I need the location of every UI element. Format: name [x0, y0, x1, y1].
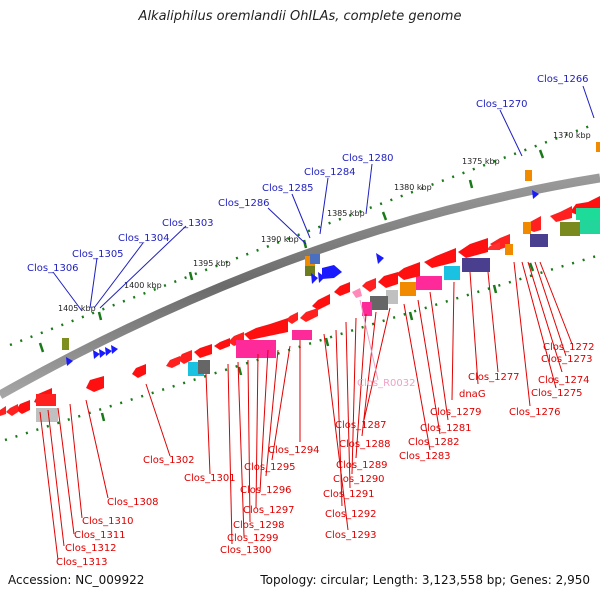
- gene-label-clos-1313: Clos_1313: [56, 557, 108, 568]
- gene-label-clos-1277: Clos_1277: [468, 372, 520, 383]
- scale-label: 1370 kbp: [553, 131, 591, 140]
- gene-label-clos-1289: Clos_1289: [336, 460, 388, 471]
- genome-backbone: [0, 173, 600, 399]
- gene-label-clos-1272: Clos_1272: [543, 342, 595, 353]
- gene-label-clos-1279: Clos_1279: [430, 407, 482, 418]
- rna-leader-line: [359, 299, 379, 381]
- gene-label-clos-1298: Clos_1298: [233, 520, 285, 531]
- gene-label-clos-1280: Clos_1280: [342, 153, 394, 164]
- gene-label-clos-1283: Clos_1283: [399, 451, 451, 462]
- scale-label: 1375 kbp: [462, 157, 500, 166]
- gene-label-clos-1302: Clos_1302: [143, 455, 195, 466]
- gene-label-clos-1300: Clos_1300: [220, 545, 272, 556]
- scale-label: 1395 kbp: [193, 259, 231, 268]
- gene-label-clos-1295: Clos_1295: [244, 462, 296, 473]
- gene-label-clos-1286: Clos_1286: [218, 198, 270, 209]
- gene-label-clos-1305: Clos_1305: [72, 249, 124, 260]
- gene-label-dnaG: dnaG: [459, 389, 486, 400]
- scale-label: 1405 kbp: [58, 304, 96, 313]
- upper-leader-lines: [52, 85, 595, 312]
- gene-label-clos-1294: Clos_1294: [268, 445, 320, 456]
- gene-label-clos-1303: Clos_1303: [162, 218, 214, 229]
- scale-label: 1380 kbp: [394, 183, 432, 192]
- gene-label-clos-1284: Clos_1284: [304, 167, 356, 178]
- gene-label-clos-r0032: Clos_R0032: [357, 378, 416, 389]
- forward-genes: [62, 142, 600, 366]
- gene-label-clos-1266: Clos_1266: [537, 74, 589, 85]
- gene-label-clos-1273: Clos_1273: [541, 354, 593, 365]
- gene-label-clos-1292: Clos_1292: [325, 509, 377, 520]
- map-title: Alkaliphilus oremlandii OhILAs, complete…: [138, 9, 462, 24]
- gene-label-clos-1297: Clos_1297: [243, 505, 295, 516]
- gene-label-clos-1287: Clos_1287: [335, 420, 387, 431]
- gene-label-clos-1304: Clos_1304: [118, 233, 170, 244]
- gene-label-clos-1293: Clos_1293: [325, 530, 377, 541]
- gene-label-clos-1301: Clos_1301: [184, 473, 236, 484]
- gene-label-clos-1291: Clos_1291: [323, 489, 375, 500]
- gene-label-clos-1311: Clos_1311: [74, 530, 126, 541]
- gene-label-clos-1274: Clos_1274: [538, 375, 590, 386]
- gene-label-clos-1310: Clos_1310: [82, 516, 134, 527]
- outer-scale-ring: [9, 124, 591, 347]
- gene-label-clos-1276: Clos_1276: [509, 407, 561, 418]
- outer-major-ticks: [38, 149, 545, 353]
- scale-label: 1390 kbp: [261, 235, 299, 244]
- topology-text: Topology: circular; Length: 3,123,558 bp…: [260, 573, 590, 587]
- gene-label-clos-1290: Clos_1290: [333, 474, 385, 485]
- inner-major-ticks: [100, 262, 535, 422]
- scale-label: 1400 kbp: [124, 281, 162, 290]
- gene-label-clos-1312: Clos_1312: [65, 543, 117, 554]
- accession-text: Accession: NC_009922: [8, 573, 145, 587]
- gene-label-clos-1299: Clos_1299: [227, 533, 279, 544]
- gene-label-clos-1285: Clos_1285: [262, 183, 314, 194]
- gene-label-clos-1282: Clos_1282: [408, 437, 460, 448]
- gene-label-clos-1296: Clos_1296: [240, 485, 292, 496]
- gene-label-clos-1270: Clos_1270: [476, 99, 528, 110]
- reverse-genes: [0, 196, 600, 422]
- gene-label-clos-1306: Clos_1306: [27, 263, 79, 274]
- gene-label-clos-1281: Clos_1281: [420, 423, 472, 434]
- gene-label-clos-1308: Clos_1308: [107, 497, 159, 508]
- gene-label-clos-1275: Clos_1275: [531, 388, 583, 399]
- scale-label: 1385 kbp: [327, 209, 365, 218]
- lower-leader-lines: [39, 261, 573, 561]
- gene-label-clos-1288: Clos_1288: [339, 439, 391, 450]
